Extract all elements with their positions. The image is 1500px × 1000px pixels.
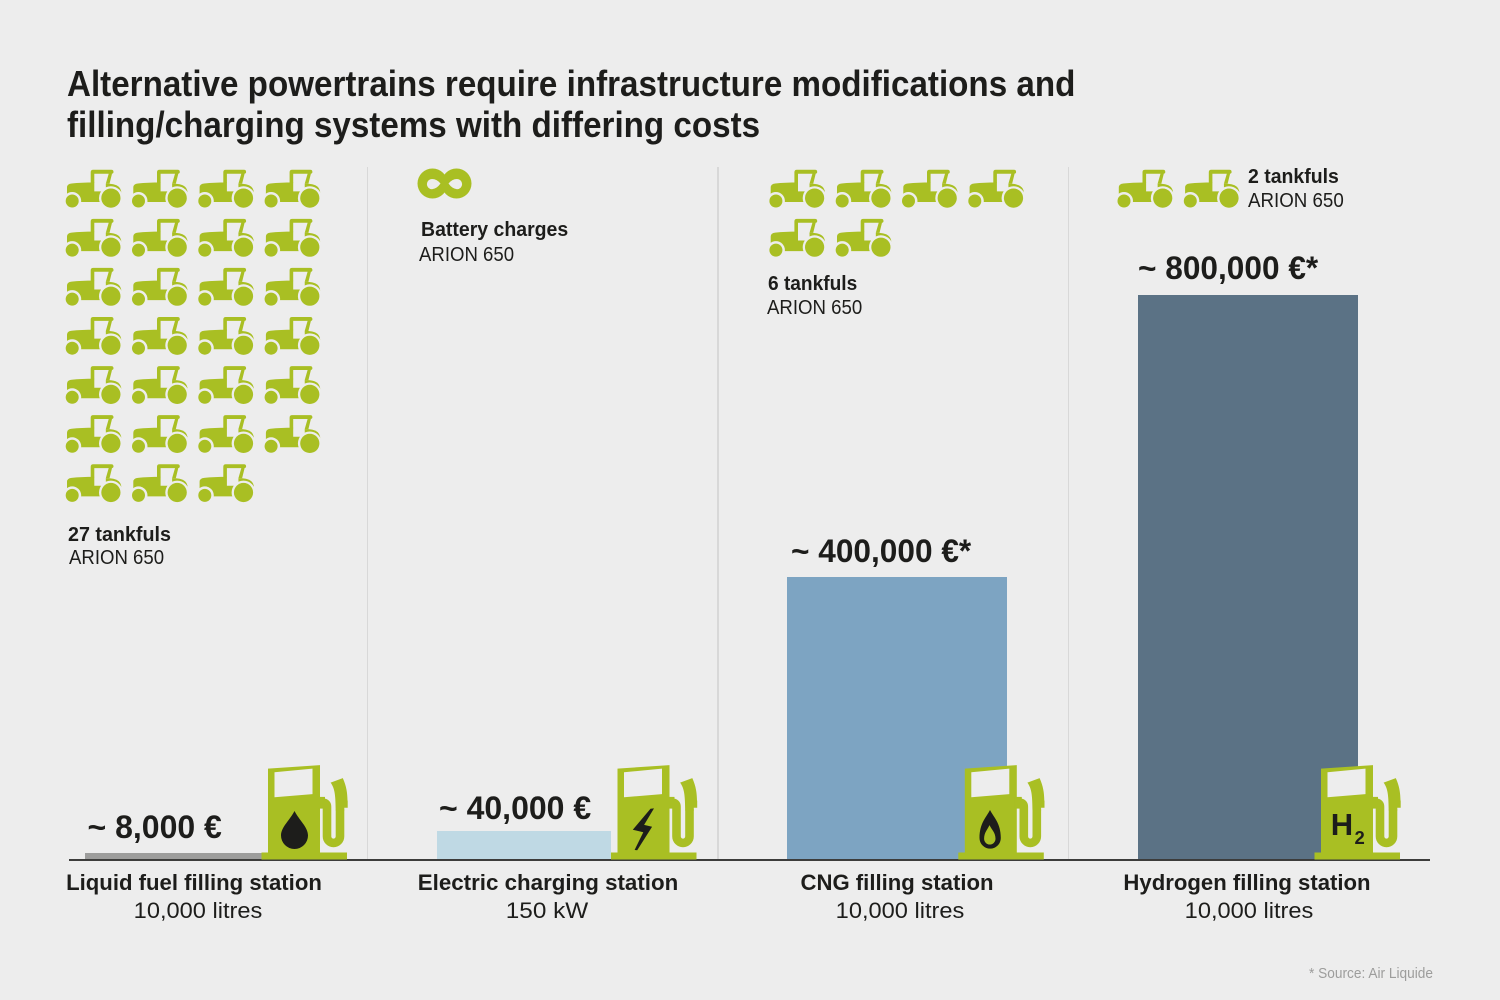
- svg-text:H: H: [1331, 807, 1353, 842]
- svg-text:2: 2: [1355, 827, 1365, 848]
